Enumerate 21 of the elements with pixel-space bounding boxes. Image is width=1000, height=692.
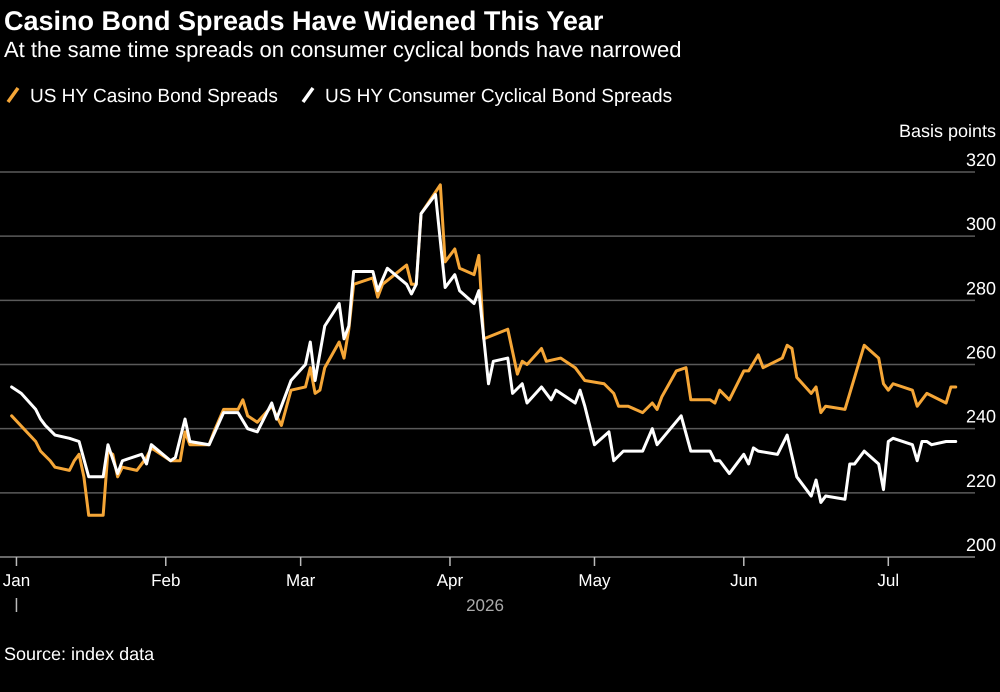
- x-tick-label: Apr: [436, 571, 464, 590]
- chart-title: Casino Bond Spreads Have Widened This Year: [4, 6, 604, 36]
- legend-label: US HY Casino Bond Spreads: [30, 86, 278, 107]
- y-tick-label: 220: [966, 470, 996, 491]
- source-note: Source: index data: [4, 644, 156, 664]
- y-axis-title: Basis points: [898, 121, 996, 141]
- x-axis-title: 2026: [466, 596, 504, 615]
- x-tick-label: Jun: [730, 571, 758, 590]
- x-tick-label: Mar: [286, 571, 316, 590]
- y-tick-label: 260: [966, 342, 996, 362]
- y-tick-label: 200: [966, 535, 996, 555]
- x-tick-label: Feb: [151, 571, 180, 590]
- y-tick-label: 240: [966, 406, 996, 427]
- x-tick-label: Jul: [877, 571, 900, 590]
- x-tick-label: May: [578, 571, 612, 590]
- x-tick-label: Jan: [2, 571, 30, 590]
- y-tick-label: 300: [966, 214, 996, 234]
- y-tick-label: 320: [966, 150, 996, 170]
- chart-subtitle: At the same time spreads on consumer cyclical bonds have narrowed: [4, 37, 682, 62]
- y-tick-label: 280: [966, 278, 996, 298]
- legend-label: US HY Consumer Cyclical Bond Spreads: [325, 86, 672, 107]
